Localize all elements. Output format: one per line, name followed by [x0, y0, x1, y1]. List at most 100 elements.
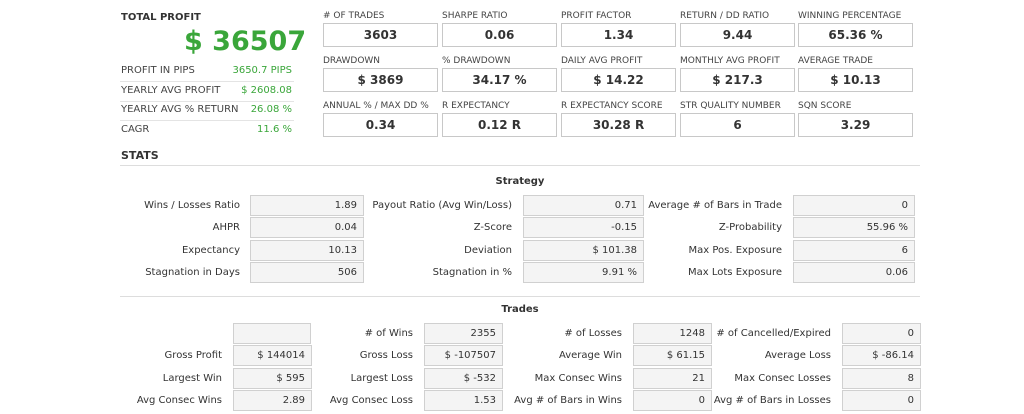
stat-label: Z-Probability: [718, 222, 782, 233]
metric-label: WINNING PERCENTAGE: [798, 11, 902, 21]
stat-value: $ -86.14: [842, 345, 921, 366]
metric-value: 1.34: [561, 23, 676, 47]
summary-value: 11.6 %: [257, 123, 292, 135]
stat-value: 0.71: [523, 195, 644, 216]
metric-value: $ 10.13: [798, 68, 913, 92]
stat-label: Wins / Losses Ratio: [144, 200, 240, 211]
stat-label: Max Lots Exposure: [688, 267, 782, 278]
stat-value: $ -107507: [424, 345, 503, 366]
stat-label: Gross Loss: [359, 350, 413, 361]
metric-value: 0.06: [442, 23, 557, 47]
stat-label: Gross Profit: [164, 350, 222, 361]
stat-value: 6: [793, 240, 915, 261]
stat-value: 9.91 %: [523, 262, 644, 283]
stat-value: 0: [842, 390, 921, 411]
stat-value: -0.15: [523, 217, 644, 238]
metric-label: R EXPECTANCY: [442, 101, 510, 111]
stat-label: Avg Consec Wins: [136, 395, 222, 406]
metric-label: SHARPE RATIO: [442, 11, 508, 21]
stat-value: $ -532: [424, 368, 503, 389]
stat-value: 1248: [633, 323, 712, 344]
stat-label: Largest Win: [162, 373, 222, 384]
summary-label: PROFIT IN PIPS: [121, 65, 195, 76]
group-title: Strategy: [495, 176, 545, 187]
metric-label: DRAWDOWN: [323, 56, 381, 66]
stat-value: 1.89: [250, 195, 364, 216]
summary-value: 26.08 %: [250, 104, 292, 115]
summary-title: TOTAL PROFIT: [121, 12, 201, 23]
stat-value: $ 595: [233, 368, 312, 389]
stat-label: Stagnation in %: [432, 267, 512, 278]
section-title: STATS: [121, 149, 159, 162]
metric-value: 3.29: [798, 113, 913, 137]
stat-value: 0.04: [250, 217, 364, 238]
divider: [120, 81, 294, 82]
metric-label: # OF TRADES: [323, 11, 385, 21]
stat-value: 0.06: [793, 262, 915, 283]
stat-label: Avg Consec Loss: [329, 395, 413, 406]
metric-label: PROFIT FACTOR: [561, 11, 632, 21]
stat-value: $ 101.38: [523, 240, 644, 261]
stat-label: Max Pos. Exposure: [688, 245, 782, 256]
stat-label: # of Losses: [564, 328, 622, 339]
total-profit: $ 36507: [184, 26, 307, 57]
stat-label: Deviation: [464, 245, 512, 256]
divider: [120, 165, 920, 166]
stat-value: 506: [250, 262, 364, 283]
divider: [120, 120, 294, 121]
metric-value: $ 3869: [323, 68, 438, 92]
stat-label: Payout Ratio (Avg Win/Loss): [372, 200, 512, 211]
stat-value: 21: [633, 368, 712, 389]
metric-label: SQN SCORE: [798, 101, 852, 111]
stat-label: # of Wins: [364, 328, 413, 339]
metric-value: 0.12 R: [442, 113, 557, 137]
metric-label: R EXPECTANCY SCORE: [561, 101, 663, 111]
empty-box: [233, 323, 311, 344]
stat-label: AHPR: [212, 222, 240, 233]
metric-value: $ 217.3: [680, 68, 795, 92]
metric-value: 9.44: [680, 23, 795, 47]
summary-value: 3650.7 PIPS: [232, 65, 292, 76]
divider: [120, 296, 920, 297]
metric-value: 3603: [323, 23, 438, 47]
stat-value: 1.53: [424, 390, 503, 411]
stat-label: Avg # of Bars in Wins: [514, 395, 622, 406]
metric-value: $ 14.22: [561, 68, 676, 92]
metric-label: ANNUAL % / MAX DD %: [323, 101, 429, 111]
summary-label: YEARLY AVG PROFIT: [121, 84, 221, 96]
stat-label: # of Cancelled/Expired: [716, 328, 831, 339]
stat-label: Stagnation in Days: [145, 267, 240, 278]
metric-label: STR QUALITY NUMBER: [680, 101, 781, 111]
summary-label: CAGR: [121, 123, 150, 135]
metric-label: AVERAGE TRADE: [798, 56, 873, 66]
metric-value: 65.36 %: [798, 23, 913, 47]
stat-label: Largest Loss: [350, 373, 413, 384]
stat-value: 55.96 %: [793, 217, 915, 238]
group-title: Trades: [501, 304, 539, 315]
stat-value: $ 61.15: [633, 345, 712, 366]
summary-value: $ 2608.08: [241, 84, 292, 96]
metric-value: 6: [680, 113, 795, 137]
stat-value: 0: [842, 323, 921, 344]
metric-label: RETURN / DD RATIO: [680, 11, 770, 21]
summary-label: YEARLY AVG % RETURN: [121, 104, 239, 115]
metric-label: DAILY AVG PROFIT: [561, 56, 643, 66]
stat-label: Max Consec Wins: [534, 373, 622, 384]
stat-value: 10.13: [250, 240, 364, 261]
stat-label: Avg # of Bars in Losses: [713, 395, 831, 406]
metric-value: 0.34: [323, 113, 438, 137]
stat-value: 2.89: [233, 390, 312, 411]
metric-label: % DRAWDOWN: [442, 56, 511, 66]
stat-label: Max Consec Losses: [734, 373, 831, 384]
stat-label: Expectancy: [181, 245, 240, 256]
stat-value: 0: [793, 195, 915, 216]
metric-label: MONTHLY AVG PROFIT: [680, 56, 780, 66]
stat-value: 0: [633, 390, 712, 411]
stat-value: 8: [842, 368, 921, 389]
stat-label: Average Loss: [764, 350, 831, 361]
stat-label: Average Win: [558, 350, 622, 361]
metric-value: 34.17 %: [442, 68, 557, 92]
stat-label: Average # of Bars in Trade: [648, 200, 782, 211]
divider: [120, 100, 294, 102]
